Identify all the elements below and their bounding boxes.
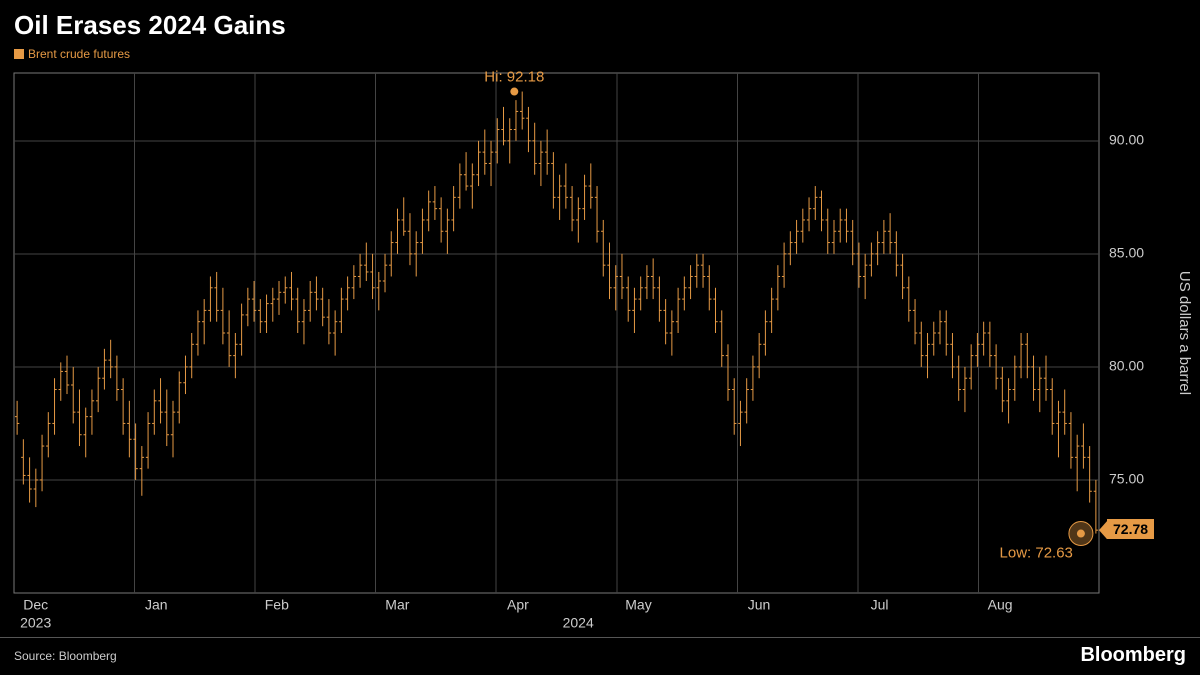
footer: Source: Bloomberg Bloomberg [0,637,1200,675]
svg-text:Mar: Mar [385,596,409,612]
ohlc-chart-svg: 75.00 80.00 85.00 90.00 Dec Jan Feb Mar Apr May Ju… [6,65,1194,637]
svg-text:Apr: Apr [507,596,529,612]
chart-container: Oil Erases 2024 Gains Brent crude future… [0,0,1200,675]
svg-text:90.00: 90.00 [1109,132,1144,148]
svg-text:Jun: Jun [748,596,771,612]
source-attribution: Source: Bloomberg [14,649,117,663]
svg-text:85.00: 85.00 [1109,245,1144,261]
legend-label: Brent crude futures [28,47,130,61]
chart-title: Oil Erases 2024 Gains [0,0,1200,47]
svg-text:Dec: Dec [23,596,48,612]
svg-text:Aug: Aug [988,596,1013,612]
legend-swatch [14,49,24,59]
current-value-callout: 72.78 [1107,519,1154,539]
svg-text:Jul: Jul [871,596,889,612]
svg-text:80.00: 80.00 [1109,358,1144,374]
svg-text:75.00: 75.00 [1109,471,1144,487]
svg-text:Low: 72.63: Low: 72.63 [1000,545,1073,562]
svg-text:2023: 2023 [20,614,51,630]
svg-text:May: May [625,596,651,612]
svg-text:2024: 2024 [563,614,594,630]
chart-plot-area: 75.00 80.00 85.00 90.00 Dec Jan Feb Mar Apr May Ju… [6,65,1194,637]
svg-text:Feb: Feb [265,596,289,612]
svg-text:US dollars a barrel: US dollars a barrel [1176,271,1193,395]
legend: Brent crude futures [0,47,1200,65]
svg-text:Hi: 92.18: Hi: 92.18 [484,69,544,86]
brand-logo: Bloomberg [1080,644,1186,667]
svg-text:Jan: Jan [145,596,168,612]
